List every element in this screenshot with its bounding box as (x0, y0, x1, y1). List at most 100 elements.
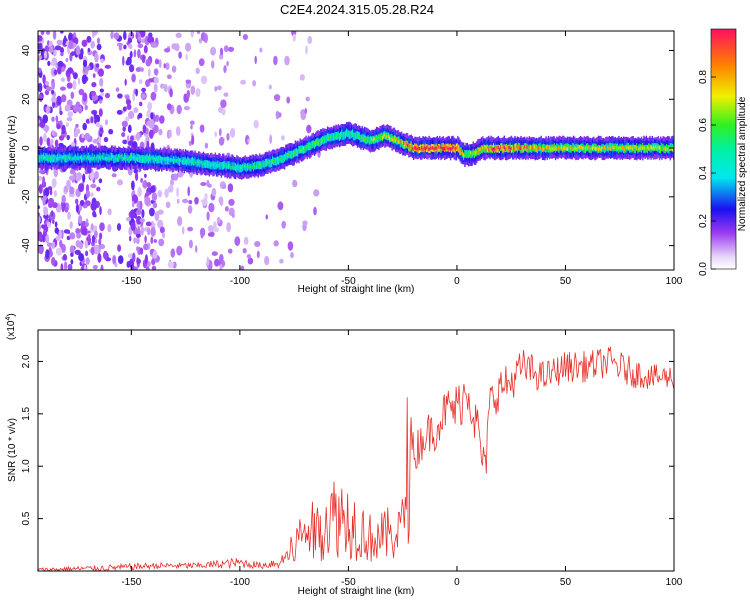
spectrogram-noise-mark (134, 212, 138, 219)
spectrogram-ridge-mark (233, 166, 236, 170)
spectrogram-ridge-mark (385, 135, 387, 139)
spectrogram-ridge-mark (226, 165, 228, 169)
spectrogram-noise-mark (226, 133, 230, 141)
spectrogram-ridge-mark (661, 142, 663, 151)
spectrogram-ridge-mark (609, 147, 612, 151)
spectrogram-ridge-mark (623, 146, 625, 150)
spectrogram-ridge-mark (588, 144, 590, 153)
spectrogram-noise-mark (55, 247, 63, 256)
spectrogram-noise-mark (135, 89, 138, 97)
y-tick-label: 2.0 (21, 354, 32, 368)
spectrogram-ridge-mark (150, 156, 152, 161)
spectrogram-ridge-mark (492, 143, 495, 152)
spectrogram-noise-mark (90, 116, 94, 124)
spectrogram-noise-mark (66, 82, 73, 89)
spectrogram-noise-mark (305, 45, 308, 55)
spectrogram-ridge-mark (603, 145, 606, 153)
spectrogram-ridge-mark (85, 156, 88, 160)
spectrogram-noise-mark (149, 207, 155, 217)
spectrogram-ridge-mark (171, 158, 174, 162)
spectrogram-ridge-mark (601, 146, 603, 150)
colorbar-tick-label: 0.0 (698, 262, 709, 276)
spectrogram-ridge-mark (607, 146, 609, 150)
spectrogram-ridge-mark (578, 145, 581, 149)
spectrogram-ridge-mark (328, 136, 330, 141)
spectrogram-ridge-mark (106, 157, 108, 161)
spectrogram-ridge-mark (41, 156, 43, 160)
spectrogram-ridge-mark (196, 159, 199, 164)
spectrogram-noise-mark (69, 221, 73, 229)
spectrogram-ridge-mark (642, 146, 644, 150)
spectrogram-ridge-mark (238, 164, 240, 169)
spectrogram-noise-mark (49, 188, 53, 196)
spectrogram-ridge-mark (637, 147, 639, 151)
spectrogram-noise-mark (287, 241, 294, 251)
spectrogram-ridge-mark (127, 156, 129, 161)
spectrogram-ridge-mark (473, 150, 476, 159)
spectrogram-ridge-mark (231, 161, 233, 170)
spectrogram-ridge-mark (656, 143, 658, 152)
spectrogram-noise-mark (78, 183, 85, 193)
spectrogram-ridge-mark (427, 145, 429, 149)
spectrogram-ridge-mark (122, 156, 125, 161)
spectrogram-ridge-mark (409, 144, 411, 149)
spectrogram-ridge-mark (336, 133, 338, 137)
spectrogram-ridge-mark (207, 161, 209, 166)
x-tick-label: -150 (121, 276, 141, 287)
spectrogram-noise-mark (207, 225, 214, 233)
spectrogram-noise-mark (60, 52, 64, 57)
spectrogram-noise-mark (141, 87, 147, 93)
spectrogram-ridge-mark (257, 164, 260, 168)
spectrogram-ridge-mark (109, 157, 111, 161)
spectrogram-ridge-mark (125, 155, 127, 159)
spectrogram-ridge-mark (59, 154, 61, 159)
spectrogram-noise-mark (256, 250, 260, 259)
spectrogram-noise-mark (114, 262, 118, 268)
spectrogram-noise-mark (226, 222, 232, 233)
spectrogram-noise-mark (162, 232, 166, 239)
spectrogram-ridge-mark (113, 155, 115, 159)
spectrogram-ridge-mark (654, 147, 656, 151)
spectrogram-ridge-mark (645, 147, 648, 151)
spectrogram-noise-mark (273, 55, 278, 66)
spectrogram-ridge-mark (566, 143, 569, 152)
spectrogram-ridge-mark (124, 152, 126, 161)
spectrogram-ridge-mark (522, 146, 525, 150)
spectrogram-noise-mark (83, 264, 87, 270)
spectrogram-ridge-mark (566, 147, 569, 151)
spectrogram-ridge-mark (540, 145, 542, 150)
spectrogram-noise-mark (160, 83, 165, 89)
spectrogram-ridge-mark (84, 155, 86, 159)
spectrogram-noise-mark (104, 64, 112, 69)
spectrogram-ridge-mark (335, 135, 337, 139)
spectrogram-noise-mark (127, 37, 133, 44)
spectrogram-noise-mark (167, 185, 174, 193)
spectrogram-ridge-mark (445, 145, 447, 150)
spectrogram-noise-mark (42, 74, 46, 84)
spectrogram-ridge-mark (550, 147, 552, 151)
spectrogram-noise-mark (108, 128, 114, 135)
spectrogram-noise-mark (273, 94, 281, 102)
spectrogram-ridge-mark (668, 145, 670, 154)
spectrogram-ridge-mark (299, 147, 301, 151)
spectrogram-ridge-mark (539, 146, 541, 150)
spectrogram-noise-mark (75, 198, 79, 205)
spectrogram-ridge-mark (350, 131, 353, 135)
spectrogram-ridge-mark (553, 147, 556, 151)
spectrogram-noise-mark (277, 201, 284, 211)
spectrogram-ridge-mark (549, 146, 551, 150)
spectrogram-ridge-mark (443, 147, 446, 151)
spectrogram-noise-mark (99, 99, 103, 104)
spectrogram-ridge-mark (269, 159, 271, 168)
spectrogram-noise-mark (67, 230, 71, 234)
spectrogram-ridge-mark (576, 143, 578, 152)
spectrogram-ridge-mark (324, 138, 326, 142)
spectrogram-ridge-mark (121, 155, 123, 159)
spectrogram-noise-mark (129, 50, 133, 59)
spectrogram-ridge-mark (527, 146, 529, 151)
spectrogram-ridge-mark (44, 155, 46, 164)
spectrogram-ridge-mark (416, 147, 418, 152)
spectrogram-ridge-mark (507, 147, 509, 151)
spectrogram-noise-mark (103, 136, 109, 143)
spectrogram-noise-mark (70, 259, 74, 265)
